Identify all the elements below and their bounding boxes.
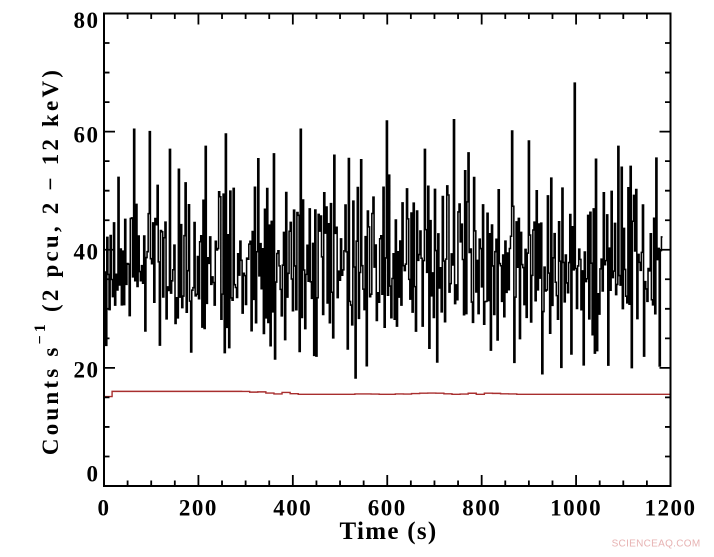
svg-text:1200: 1200	[645, 496, 697, 521]
svg-text:SCIENCEAQ.COM: SCIENCEAQ.COM	[612, 539, 701, 550]
svg-text:400: 400	[273, 496, 312, 521]
svg-text:Time (s): Time (s)	[339, 518, 437, 545]
svg-text:Counts s−1 (2 pcu, 2 − 12 keV): Counts s−1 (2 pcu, 2 − 12 keV)	[32, 67, 63, 455]
svg-text:0: 0	[87, 462, 100, 487]
svg-text:1000: 1000	[550, 496, 602, 521]
svg-text:80: 80	[74, 8, 100, 33]
svg-text:60: 60	[74, 123, 100, 148]
svg-text:0: 0	[98, 496, 111, 521]
svg-text:600: 600	[368, 496, 407, 521]
svg-text:800: 800	[462, 496, 501, 521]
svg-text:40: 40	[74, 240, 100, 265]
svg-text:200: 200	[179, 496, 218, 521]
svg-text:20: 20	[74, 358, 100, 383]
